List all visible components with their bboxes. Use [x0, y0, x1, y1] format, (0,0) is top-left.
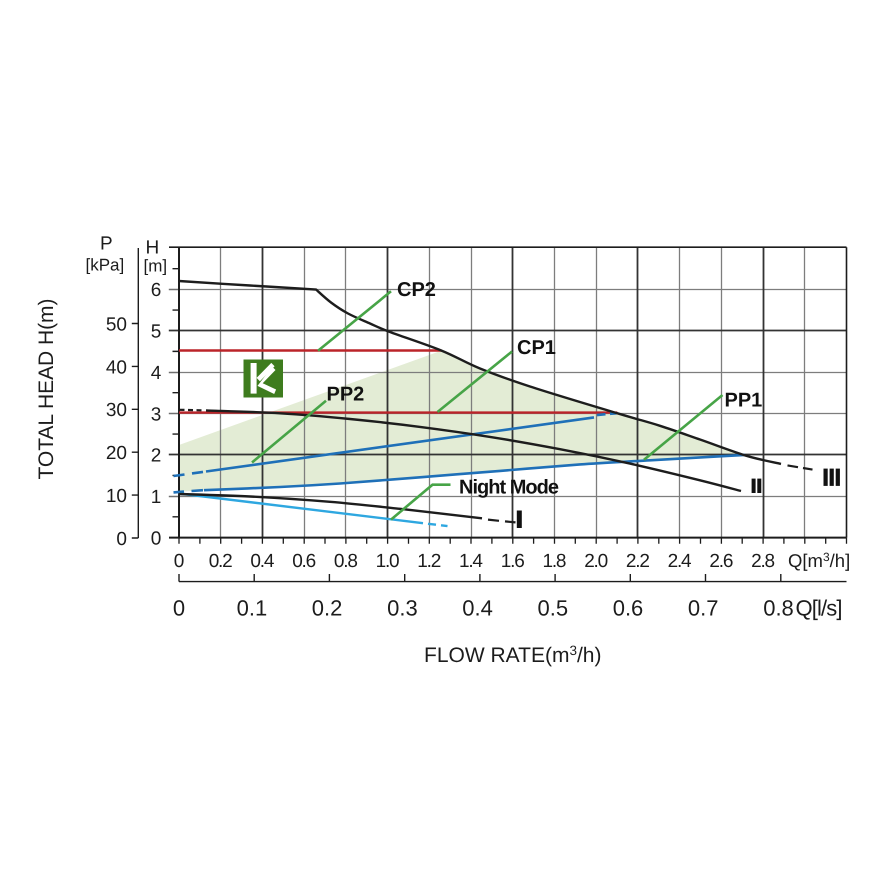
svg-text:0.8: 0.8	[763, 596, 794, 621]
svg-text:2.0: 2.0	[584, 551, 608, 572]
svg-text:0.6: 0.6	[292, 551, 316, 572]
svg-text:3: 3	[151, 404, 162, 425]
svg-text:PP1: PP1	[725, 390, 763, 412]
svg-text:0: 0	[151, 528, 162, 549]
svg-text:2.4: 2.4	[668, 551, 692, 572]
svg-text:Q[m3/h]: Q[m3/h]	[788, 550, 850, 571]
svg-text:2: 2	[151, 446, 162, 467]
svg-text:1.4: 1.4	[459, 551, 483, 572]
svg-text:Q[l/s]: Q[l/s]	[796, 596, 843, 621]
svg-text:1.2: 1.2	[417, 551, 441, 572]
svg-text:6: 6	[151, 280, 162, 301]
svg-text:PP2: PP2	[327, 384, 365, 406]
svg-text:40: 40	[106, 357, 127, 378]
svg-text:0.6: 0.6	[613, 596, 644, 621]
svg-text:0.3: 0.3	[387, 596, 418, 621]
svg-text:CP2: CP2	[397, 279, 436, 301]
svg-text:0.2: 0.2	[312, 596, 343, 621]
svg-text:1.6: 1.6	[501, 551, 525, 572]
svg-text:CP1: CP1	[517, 337, 556, 359]
svg-text:0.4: 0.4	[462, 596, 493, 621]
svg-text:30: 30	[106, 400, 127, 421]
svg-text:50: 50	[106, 314, 127, 335]
svg-text:TOTAL HEAD H(m): TOTAL HEAD H(m)	[35, 299, 58, 480]
svg-text:0: 0	[174, 551, 185, 572]
svg-text:H: H	[146, 238, 160, 259]
svg-text:0.5: 0.5	[538, 596, 569, 621]
svg-text:10: 10	[106, 486, 127, 507]
svg-text:Night Mode: Night Mode	[459, 477, 559, 499]
svg-text:5: 5	[151, 322, 162, 343]
svg-text:20: 20	[106, 443, 127, 464]
svg-text:2.2: 2.2	[626, 551, 650, 572]
svg-text:[m]: [m]	[144, 257, 168, 276]
svg-text:2.8: 2.8	[751, 551, 775, 572]
svg-text:P: P	[100, 234, 113, 255]
svg-text:0.7: 0.7	[688, 596, 719, 621]
svg-text:0.8: 0.8	[334, 551, 358, 572]
svg-text:0: 0	[116, 529, 127, 550]
svg-text:1.8: 1.8	[543, 551, 567, 572]
svg-text:2.6: 2.6	[709, 551, 733, 572]
svg-text:[kPa]: [kPa]	[86, 256, 125, 275]
svg-text:1: 1	[151, 487, 162, 508]
svg-text:0: 0	[173, 596, 185, 621]
svg-text:0.1: 0.1	[237, 596, 268, 621]
svg-text:0.2: 0.2	[209, 551, 233, 572]
svg-text:1.0: 1.0	[376, 551, 400, 572]
svg-text:0.4: 0.4	[250, 551, 274, 572]
svg-text:4: 4	[151, 363, 162, 384]
